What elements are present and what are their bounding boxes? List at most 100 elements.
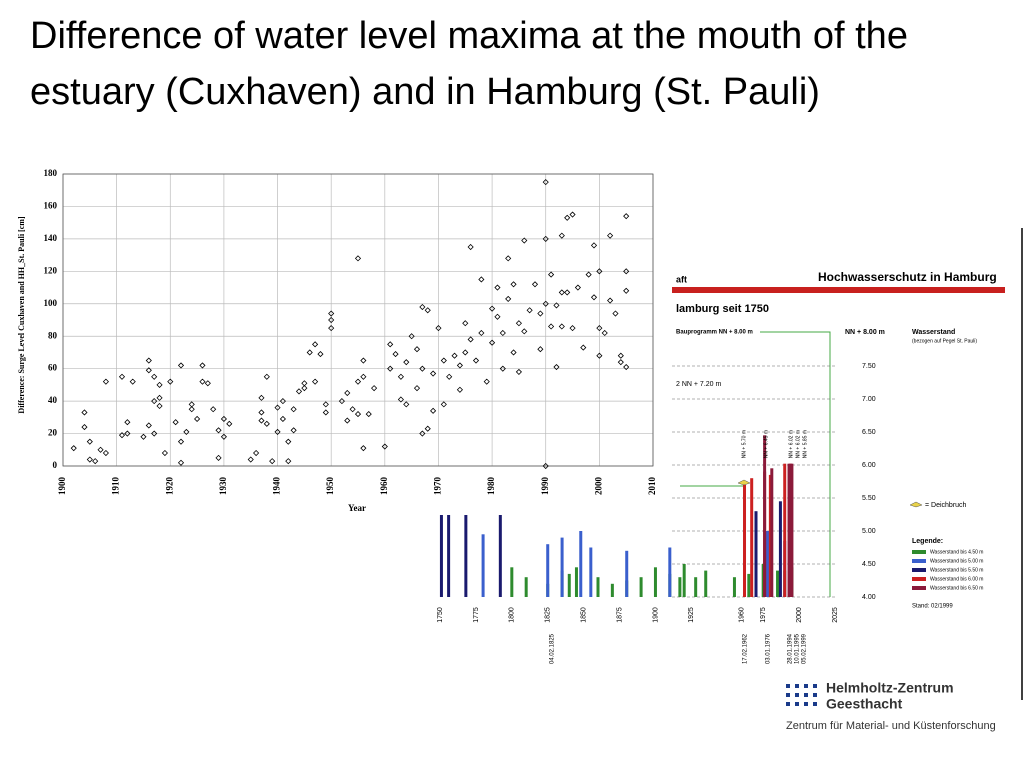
data-point — [97, 446, 104, 453]
data-point — [156, 402, 163, 410]
data-point — [204, 380, 211, 387]
data-point — [118, 373, 126, 380]
legend-label: Wasserstand bis 5.50 m — [930, 567, 983, 573]
data-point — [349, 406, 356, 413]
y-tick-label: 5.00 — [862, 528, 876, 535]
data-point — [161, 449, 168, 457]
peak-label: NN + 6.02 m — [795, 430, 801, 458]
data-point — [403, 401, 410, 408]
data-point — [285, 458, 292, 465]
data-point — [430, 370, 437, 377]
data-point — [585, 271, 592, 278]
data-point — [381, 443, 388, 450]
data-point — [521, 237, 528, 244]
legend-label: Wasserstand bis 5.00 m — [930, 558, 983, 564]
x-tick-label: 2025 — [832, 607, 839, 623]
x-tick-label: 1920 — [164, 477, 174, 496]
x-tick-label: 1990 — [540, 477, 550, 496]
data-point — [612, 310, 619, 317]
data-point — [279, 415, 286, 423]
bar — [546, 544, 550, 597]
data-point — [419, 365, 426, 372]
data-point — [548, 323, 555, 330]
x-tick-label: 1900 — [652, 607, 659, 623]
data-point — [360, 357, 367, 364]
bar — [639, 577, 643, 597]
data-point — [553, 302, 560, 309]
x-tick-label: 1800 — [509, 607, 516, 623]
data-point — [542, 462, 549, 470]
data-point — [92, 458, 99, 465]
y-tick-label: 6.50 — [862, 429, 876, 436]
data-point — [338, 398, 345, 405]
x-tick-label: 1875 — [616, 607, 623, 623]
data-point — [537, 346, 544, 353]
data-point — [306, 349, 313, 356]
x-tick-label: 1910 — [111, 477, 121, 496]
data-point — [564, 214, 571, 221]
data-point — [167, 378, 174, 385]
date-label: 17.02.1962 — [743, 633, 749, 664]
level-label: NN + 8.00 m — [845, 329, 885, 336]
bar — [574, 567, 578, 597]
data-point — [440, 357, 447, 364]
bar — [790, 463, 794, 597]
data-point — [102, 449, 109, 457]
data-point — [424, 425, 431, 432]
data-point — [118, 432, 126, 439]
data-point — [558, 323, 565, 330]
data-point — [70, 445, 77, 452]
bar — [589, 547, 593, 597]
data-point — [151, 430, 158, 437]
data-point — [156, 394, 163, 401]
data-point — [177, 459, 185, 466]
bar — [765, 531, 769, 597]
bar — [464, 498, 468, 597]
y-tick-label: 7.50 — [862, 363, 876, 370]
data-point — [354, 378, 362, 385]
data-point — [177, 438, 185, 445]
data-point — [590, 242, 598, 249]
legend-title: Legende: — [912, 538, 943, 545]
y-tick-label: 180 — [44, 168, 58, 178]
legend-label: Wasserstand bis 6.00 m — [930, 576, 983, 582]
data-point — [387, 341, 394, 348]
data-point — [478, 329, 485, 337]
data-point — [419, 430, 426, 437]
inset-background — [672, 262, 1020, 640]
data-point — [301, 385, 308, 392]
data-point — [151, 373, 158, 380]
peak-label: NN + 5.70 m — [741, 430, 747, 458]
plot-frame — [62, 173, 654, 467]
x-tick-label: 1925 — [688, 607, 695, 623]
data-point — [489, 305, 496, 312]
legend-swatch — [912, 550, 926, 554]
data-point — [226, 420, 233, 427]
data-point — [140, 433, 147, 440]
peak-label: NN + 5.85 m — [802, 430, 808, 458]
data-point — [623, 287, 630, 294]
y-tick-label: 60 — [48, 363, 58, 373]
data-point — [478, 276, 485, 283]
legend-swatch — [912, 586, 926, 590]
logo-name: Geesthacht — [826, 696, 903, 712]
data-point — [322, 409, 329, 416]
data-point — [456, 386, 463, 393]
data-point — [328, 316, 335, 324]
data-point — [537, 310, 544, 317]
bar — [524, 577, 528, 597]
bar — [770, 468, 774, 597]
x-tick-label: 2010 — [647, 477, 657, 496]
bar — [596, 577, 600, 597]
data-point — [440, 401, 447, 408]
bar — [682, 564, 686, 597]
data-point — [290, 427, 297, 434]
data-point — [172, 419, 179, 426]
bar — [510, 567, 514, 597]
data-point — [510, 281, 517, 288]
y-axis-label: Difference: Surge Level Cuxhaven and HH_… — [17, 216, 26, 414]
data-point — [542, 235, 549, 242]
data-point — [354, 255, 362, 262]
data-point — [317, 351, 324, 358]
